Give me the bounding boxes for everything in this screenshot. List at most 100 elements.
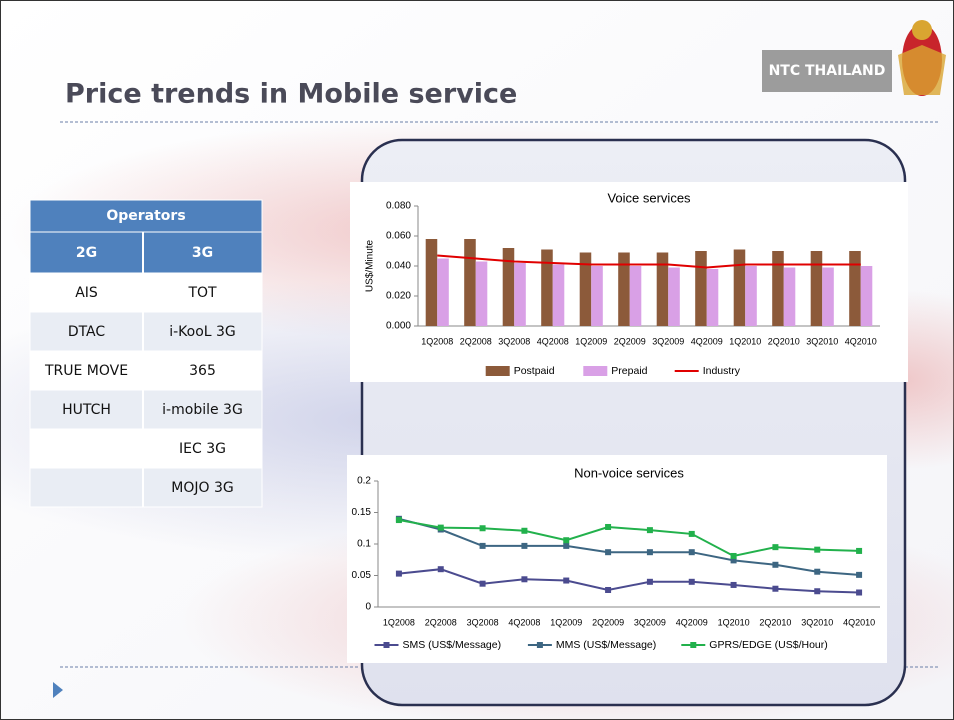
bar xyxy=(783,267,796,326)
point xyxy=(688,530,695,537)
legend-label: SMS (US$/Message) xyxy=(403,639,502,651)
table-cell: AIS xyxy=(75,285,98,301)
x-tick-label: 4Q2008 xyxy=(537,336,569,346)
point xyxy=(521,542,528,549)
legend-swatch xyxy=(583,366,608,376)
legend-marker xyxy=(690,642,697,648)
chart-title: Non-voice services xyxy=(574,465,684,480)
line xyxy=(398,517,860,576)
table-header xyxy=(29,199,263,233)
bar xyxy=(591,266,603,326)
x-tick-label: 2Q2009 xyxy=(592,617,624,627)
x-tick-label: 2Q2010 xyxy=(759,617,791,627)
badge-text: NTC THAILAND xyxy=(769,63,886,79)
bar xyxy=(849,251,861,326)
point xyxy=(730,557,737,564)
bar xyxy=(668,267,680,326)
point xyxy=(479,580,486,587)
x-tick-label: 1Q2008 xyxy=(421,336,453,346)
point xyxy=(856,589,863,596)
x-tick-label: 2Q2009 xyxy=(614,336,646,346)
x-tick-label: 1Q2009 xyxy=(575,336,607,346)
legend-swatch xyxy=(485,366,510,376)
table-cell: DTAC xyxy=(68,324,106,340)
bar xyxy=(618,252,630,326)
legend-label: Postpaid xyxy=(514,365,555,377)
table-row xyxy=(29,428,263,469)
x-tick-label: 3Q2008 xyxy=(467,617,499,627)
point xyxy=(814,546,821,553)
point xyxy=(521,576,528,583)
point xyxy=(856,571,863,578)
legend-label: GPRS/EDGE (US$/Hour) xyxy=(709,639,827,651)
point xyxy=(605,586,612,593)
bar xyxy=(695,251,707,326)
y-tick-label: 0.15 xyxy=(352,507,372,518)
x-tick-label: 4Q2010 xyxy=(845,336,877,346)
x-tick-label: 3Q2008 xyxy=(498,336,530,346)
bar xyxy=(656,252,669,326)
chart-title: Voice services xyxy=(607,190,691,205)
point xyxy=(730,552,737,559)
y-tick-label: 0.000 xyxy=(386,321,411,332)
emblem xyxy=(898,20,946,96)
x-tick-label: 4Q2009 xyxy=(691,336,723,346)
point xyxy=(730,581,737,588)
bar xyxy=(502,248,515,326)
x-tick-label: 1Q2010 xyxy=(729,336,761,346)
badge xyxy=(762,50,892,92)
bar xyxy=(745,266,757,326)
point xyxy=(856,547,863,554)
table-cell: i-mobile 3G xyxy=(162,402,243,418)
legend-label: MMS (US$/Message) xyxy=(556,639,656,651)
point xyxy=(605,523,612,530)
table-cell: TRUE MOVE xyxy=(44,363,128,379)
table-cell: MOJO 3G xyxy=(171,480,233,496)
point xyxy=(605,549,612,556)
x-tick-label: 1Q2008 xyxy=(383,617,415,627)
legend-marker xyxy=(536,642,543,648)
y-tick-label: 0.1 xyxy=(357,539,371,550)
point xyxy=(437,524,444,531)
x-tick-label: 3Q2010 xyxy=(801,617,833,627)
point xyxy=(479,542,486,549)
bar xyxy=(822,267,834,326)
x-tick-label: 3Q2010 xyxy=(806,336,838,346)
bar xyxy=(464,239,476,326)
point xyxy=(772,561,779,568)
bullet-arrow xyxy=(53,682,63,698)
x-tick-label: 4Q2009 xyxy=(676,617,708,627)
table-cell: 365 xyxy=(189,363,216,379)
x-tick-label: 1Q2010 xyxy=(718,617,750,627)
point xyxy=(646,578,653,585)
bar xyxy=(629,266,642,326)
table-row xyxy=(29,272,263,313)
point xyxy=(688,578,695,585)
bar xyxy=(475,261,488,326)
y-tick-label: 0.080 xyxy=(386,201,411,212)
x-tick-label: 4Q2010 xyxy=(843,617,875,627)
bar xyxy=(810,251,823,326)
y-tick-label: 0.05 xyxy=(352,570,372,581)
bar xyxy=(860,266,873,326)
table-cell: IEC 3G xyxy=(179,441,226,457)
table-row xyxy=(29,389,263,430)
point xyxy=(563,537,570,544)
legend-label: Prepaid xyxy=(611,365,647,377)
legend-label: Industry xyxy=(703,365,741,377)
point xyxy=(437,566,444,573)
bar xyxy=(706,269,719,326)
line xyxy=(398,519,860,558)
point xyxy=(688,549,695,556)
line xyxy=(437,254,861,269)
table-cell: TOT xyxy=(187,285,217,301)
table-cell: i-KooL 3G xyxy=(169,324,236,340)
point xyxy=(563,577,570,584)
legend-marker xyxy=(383,642,390,648)
bar xyxy=(579,252,592,326)
slide-title: Price trends in Mobile service xyxy=(65,79,517,110)
point xyxy=(646,549,653,556)
table-row xyxy=(29,467,263,508)
bar xyxy=(437,258,449,326)
